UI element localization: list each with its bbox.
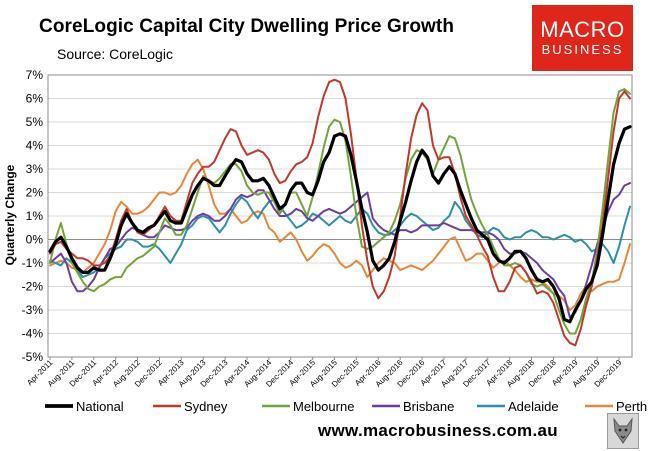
series-line-adelaide bbox=[49, 196, 631, 279]
legend-label-brisbane: Brisbane bbox=[403, 399, 454, 414]
y-tick-label: 5% bbox=[26, 115, 44, 129]
legend-label-sydney: Sydney bbox=[184, 399, 228, 414]
series-line-brisbane bbox=[49, 182, 631, 319]
plot-border bbox=[47, 74, 633, 358]
legend-label-adelaide: Adelaide bbox=[508, 399, 559, 414]
logo-line-2: BUSINESS bbox=[541, 42, 624, 57]
series-lines bbox=[48, 78, 632, 347]
y-tick-label: -4% bbox=[22, 327, 44, 341]
y-axis-label: Quarterly Change bbox=[3, 164, 17, 265]
y-tick-label: -2% bbox=[22, 280, 44, 294]
y-tick-label: 4% bbox=[26, 139, 44, 153]
x-axis-ticks: Apr-2011Aug-2011Dec-2011Apr-2012Aug-2012… bbox=[25, 357, 624, 389]
series-line-perth bbox=[49, 158, 631, 311]
website-footer: www.macrobusiness.com.au bbox=[318, 421, 558, 440]
y-tick-label: 0% bbox=[26, 233, 44, 247]
legend: National Sydney Melbourne Brisbane Adelaide P… bbox=[45, 399, 647, 414]
macrobusiness-logo: MACRO BUSINESS bbox=[532, 5, 633, 71]
wolf-mascot-icon bbox=[607, 413, 639, 449]
y-axis-ticks: -5% -4% -3% -2% -1% 0% 1% 2% 3% 4% 5% 6% 7% bbox=[22, 68, 44, 364]
y-tick-label: -1% bbox=[22, 256, 44, 270]
y-tick-label: 1% bbox=[26, 209, 44, 223]
y-tick-label: -5% bbox=[22, 350, 44, 364]
chart-source: Source: CoreLogic bbox=[57, 46, 173, 62]
series-line-melbourne bbox=[49, 88, 631, 335]
legend-label-perth: Perth bbox=[616, 399, 647, 414]
chart-title: CoreLogic Capital City Dwelling Price Gr… bbox=[39, 16, 455, 37]
y-tick-label: 6% bbox=[26, 92, 44, 106]
y-tick-label: 7% bbox=[26, 68, 44, 82]
series-line-sydney bbox=[49, 78, 631, 347]
legend-label-melbourne: Melbourne bbox=[293, 399, 354, 414]
legend-label-national: National bbox=[76, 399, 124, 414]
y-tick-label: 2% bbox=[26, 186, 44, 200]
series-line-national bbox=[48, 125, 632, 324]
logo-line-1: MACRO bbox=[540, 17, 625, 42]
y-tick-label: 3% bbox=[26, 162, 44, 176]
y-tick-label: -3% bbox=[22, 303, 44, 317]
plot-frame bbox=[47, 74, 633, 358]
